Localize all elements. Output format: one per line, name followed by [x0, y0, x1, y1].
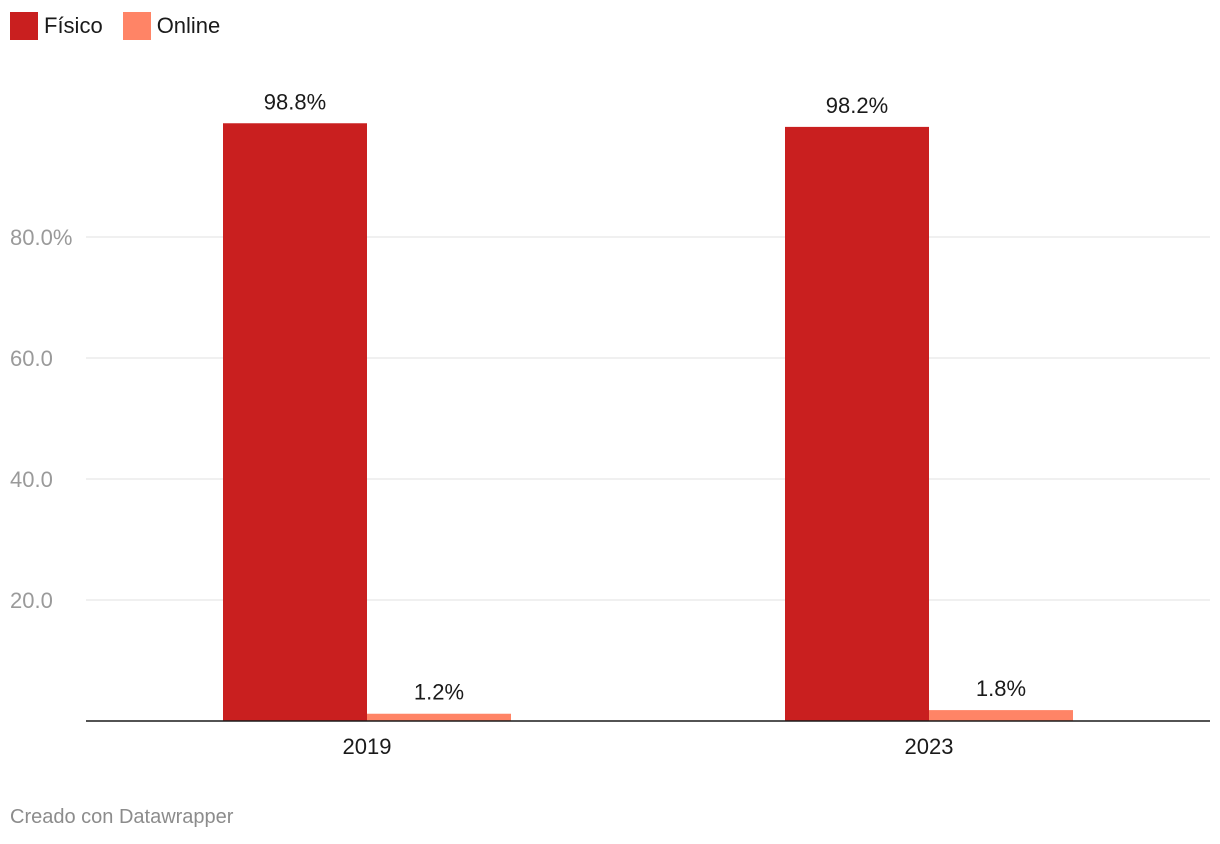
bar-value-label: 1.2%	[414, 680, 464, 705]
y-tick-label: 20.0	[10, 588, 53, 613]
bar	[785, 126, 929, 721]
bar-value-label: 98.8%	[264, 89, 326, 114]
y-tick-label: 60.0	[10, 346, 53, 371]
legend: Físico Online	[10, 10, 240, 42]
y-tick-label: 40.0	[10, 467, 53, 492]
x-category-label: 2023	[905, 734, 954, 759]
legend-item-online[interactable]: Online	[122, 12, 221, 40]
datawrapper-credit[interactable]: Creado con Datawrapper	[10, 806, 234, 828]
bar	[929, 710, 1073, 721]
x-category-label: 2019	[343, 734, 392, 759]
bar-value-label: 98.2%	[826, 93, 888, 118]
legend-swatch-fisico	[10, 12, 38, 40]
legend-item-fisico[interactable]: Físico	[10, 12, 103, 40]
y-tick-label: 80.0%	[10, 225, 72, 250]
legend-swatch-online	[122, 12, 151, 40]
bar	[367, 713, 511, 721]
bar	[223, 123, 367, 721]
legend-label-fisico: Físico	[44, 13, 103, 38]
legend-label-online: Online	[156, 13, 221, 38]
bar-value-label: 1.8%	[976, 676, 1026, 701]
